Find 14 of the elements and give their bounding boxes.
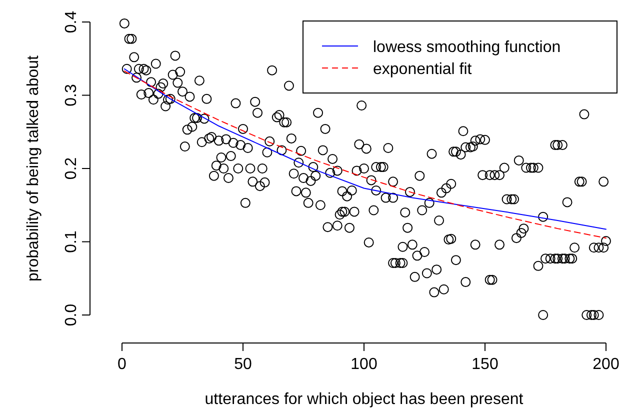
x-axis-title: utterances for which object has been present	[204, 391, 524, 408]
y-tick-label: 0.0	[63, 304, 80, 326]
x-tick-label: 0	[118, 356, 127, 373]
y-tick-label: 0.2	[63, 157, 80, 180]
x-tick-label: 50	[234, 356, 252, 373]
legend-label: lowess smoothing function	[373, 39, 561, 56]
y-tick-label: 0.4	[63, 10, 80, 34]
x-tick-label: 150	[472, 356, 498, 373]
y-tick-label: 0.1	[63, 230, 80, 253]
legend-label: exponential fit	[373, 61, 472, 78]
x-tick-label: 200	[592, 356, 620, 373]
y-axis-title: probability of being talked about	[25, 54, 42, 282]
x-tick-label: 100	[350, 356, 378, 373]
y-tick-label: 0.3	[63, 84, 80, 106]
